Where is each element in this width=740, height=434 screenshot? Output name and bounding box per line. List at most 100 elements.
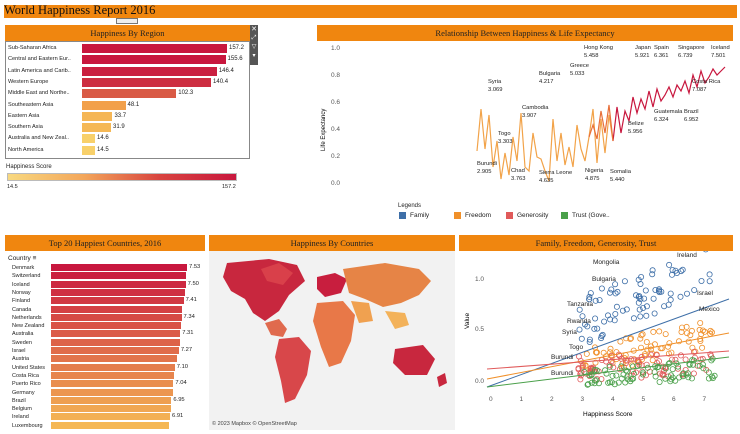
region-row[interactable]: Latin America and Carib.. 146.4	[6, 66, 249, 76]
country-bar[interactable]	[51, 380, 174, 388]
region-row[interactable]: Central and Eastern Eur.. 155.6	[6, 55, 249, 65]
southeast-asia[interactable]	[385, 311, 409, 329]
region-row[interactable]: Eastern Asia 33.7	[6, 111, 249, 121]
new-zealand[interactable]	[437, 373, 447, 387]
scatter-point-trust	[675, 363, 682, 370]
region-row[interactable]: North America 14.5	[6, 145, 249, 155]
country-row[interactable]: Belgium	[5, 405, 205, 413]
country-row[interactable]: Norway	[5, 288, 205, 297]
australia[interactable]	[393, 345, 435, 375]
country-row[interactable]: Australia 7.31	[5, 330, 205, 338]
country-bar[interactable]	[51, 272, 187, 280]
country-row[interactable]: Canada	[5, 305, 205, 314]
region-row[interactable]: Sub-Saharan Africa 157.2	[6, 44, 249, 53]
close-icon[interactable]: ✕	[251, 26, 257, 33]
legend-item[interactable]: Generosity	[506, 212, 548, 219]
scatter-point-trust	[611, 381, 618, 388]
region-bar[interactable]	[82, 123, 111, 133]
world-map[interactable]: © 2023 Mapbox © OpenStreetMap	[209, 251, 455, 430]
country-bar[interactable]	[51, 297, 184, 305]
region-row[interactable]: Middle East and Northe.. 102.3	[6, 89, 249, 99]
region-bar[interactable]	[82, 134, 96, 144]
annotation-value: 5.440	[610, 177, 625, 183]
country-row[interactable]: Switzerland	[5, 272, 205, 280]
country-bar[interactable]	[51, 371, 175, 379]
country-bar[interactable]	[51, 288, 185, 296]
region-bar[interactable]	[82, 66, 217, 76]
country-row[interactable]: United States 7.10	[5, 363, 205, 372]
annotation-country: Cambodia	[522, 105, 549, 111]
scatter-point-generosity	[682, 356, 689, 363]
menu-icon[interactable]: ▾	[252, 53, 256, 59]
annotation-value: 3.907	[522, 113, 537, 119]
country-label: Canada	[12, 306, 32, 313]
annotation-value: 7.087	[692, 87, 707, 93]
country-bar[interactable]	[51, 322, 181, 330]
sort-icon[interactable]: ≡	[32, 255, 37, 262]
legend-title: Legends	[398, 203, 422, 209]
region-row[interactable]: Western Europe 140.4	[6, 77, 249, 87]
region-bar[interactable]	[82, 89, 177, 99]
region-row[interactable]: Southeastern Asia 48.1	[6, 100, 249, 110]
country-bar[interactable]	[51, 405, 171, 413]
country-row[interactable]: Austria	[5, 355, 205, 363]
country-bar[interactable]	[51, 280, 186, 288]
central-america[interactable]	[265, 319, 287, 337]
region-bar[interactable]	[82, 77, 212, 87]
south-america[interactable]	[275, 337, 311, 403]
country-bar[interactable]	[51, 396, 172, 404]
country-row[interactable]: Germany	[5, 388, 205, 397]
country-bar[interactable]	[51, 363, 175, 371]
scatter-point-family	[613, 303, 620, 310]
expand-icon[interactable]: ⤢	[251, 35, 257, 41]
region-bar[interactable]	[82, 55, 226, 65]
region-bar[interactable]	[82, 100, 126, 110]
drag-handle[interactable]	[116, 18, 138, 24]
region-row[interactable]: Southern Asia 31.9	[6, 123, 249, 133]
scatter-point-family	[642, 287, 649, 294]
africa[interactable]	[313, 301, 355, 367]
country-bar[interactable]	[51, 413, 170, 421]
legend-item[interactable]: Family	[399, 212, 429, 219]
country-row[interactable]: Luxembourg	[5, 421, 205, 430]
country-bar[interactable]	[51, 330, 181, 338]
country-bar[interactable]	[51, 338, 180, 346]
country-row[interactable]: Netherlands 7.34	[5, 313, 205, 322]
country-row[interactable]: Iceland 7.50	[5, 280, 205, 289]
scatter-point-freedom	[617, 338, 624, 345]
trend-line-high	[612, 66, 726, 142]
region-bar[interactable]	[82, 44, 227, 53]
country-row[interactable]: New Zealand	[5, 322, 205, 330]
asia[interactable]	[343, 263, 431, 307]
country-row[interactable]: Finland 7.41	[5, 297, 205, 305]
country-bar[interactable]	[51, 305, 183, 313]
region-bar[interactable]	[82, 145, 96, 155]
scatter-point-trust	[708, 373, 715, 380]
canada-shape[interactable]	[261, 263, 293, 285]
region-row[interactable]: Australia and New Zeal.. 14.6	[6, 134, 249, 144]
region-bar[interactable]	[82, 111, 113, 121]
country-row[interactable]: Ireland 6.91	[5, 413, 205, 421]
country-bar[interactable]	[51, 264, 187, 271]
south-asia[interactable]	[351, 301, 373, 323]
scatter-point-freedom	[675, 338, 682, 345]
legend-item[interactable]: Trust (Gove..	[561, 212, 610, 219]
scatter-point-generosity	[577, 376, 584, 383]
scatter-point-freedom	[623, 335, 630, 342]
country-row[interactable]: Denmark 7.53	[5, 264, 205, 272]
country-value: 6.95	[173, 396, 185, 403]
country-row[interactable]: Brazil 6.95	[5, 396, 205, 405]
filter-icon[interactable]: ▽	[251, 44, 257, 50]
country-bar[interactable]	[51, 388, 173, 396]
country-row[interactable]: Israel 7.27	[5, 347, 205, 355]
country-bar[interactable]	[51, 355, 178, 363]
country-bar[interactable]	[51, 313, 182, 321]
scatter-point-trust	[605, 379, 612, 386]
country-row[interactable]: Sweden	[5, 338, 205, 347]
country-row[interactable]: Costa Rica	[5, 371, 205, 380]
europe[interactable]	[317, 273, 347, 297]
country-bar[interactable]	[51, 347, 179, 354]
legend-item[interactable]: Freedom	[454, 212, 491, 219]
country-bar[interactable]	[51, 421, 170, 429]
country-row[interactable]: Puerto Rico 7.04	[5, 380, 205, 388]
